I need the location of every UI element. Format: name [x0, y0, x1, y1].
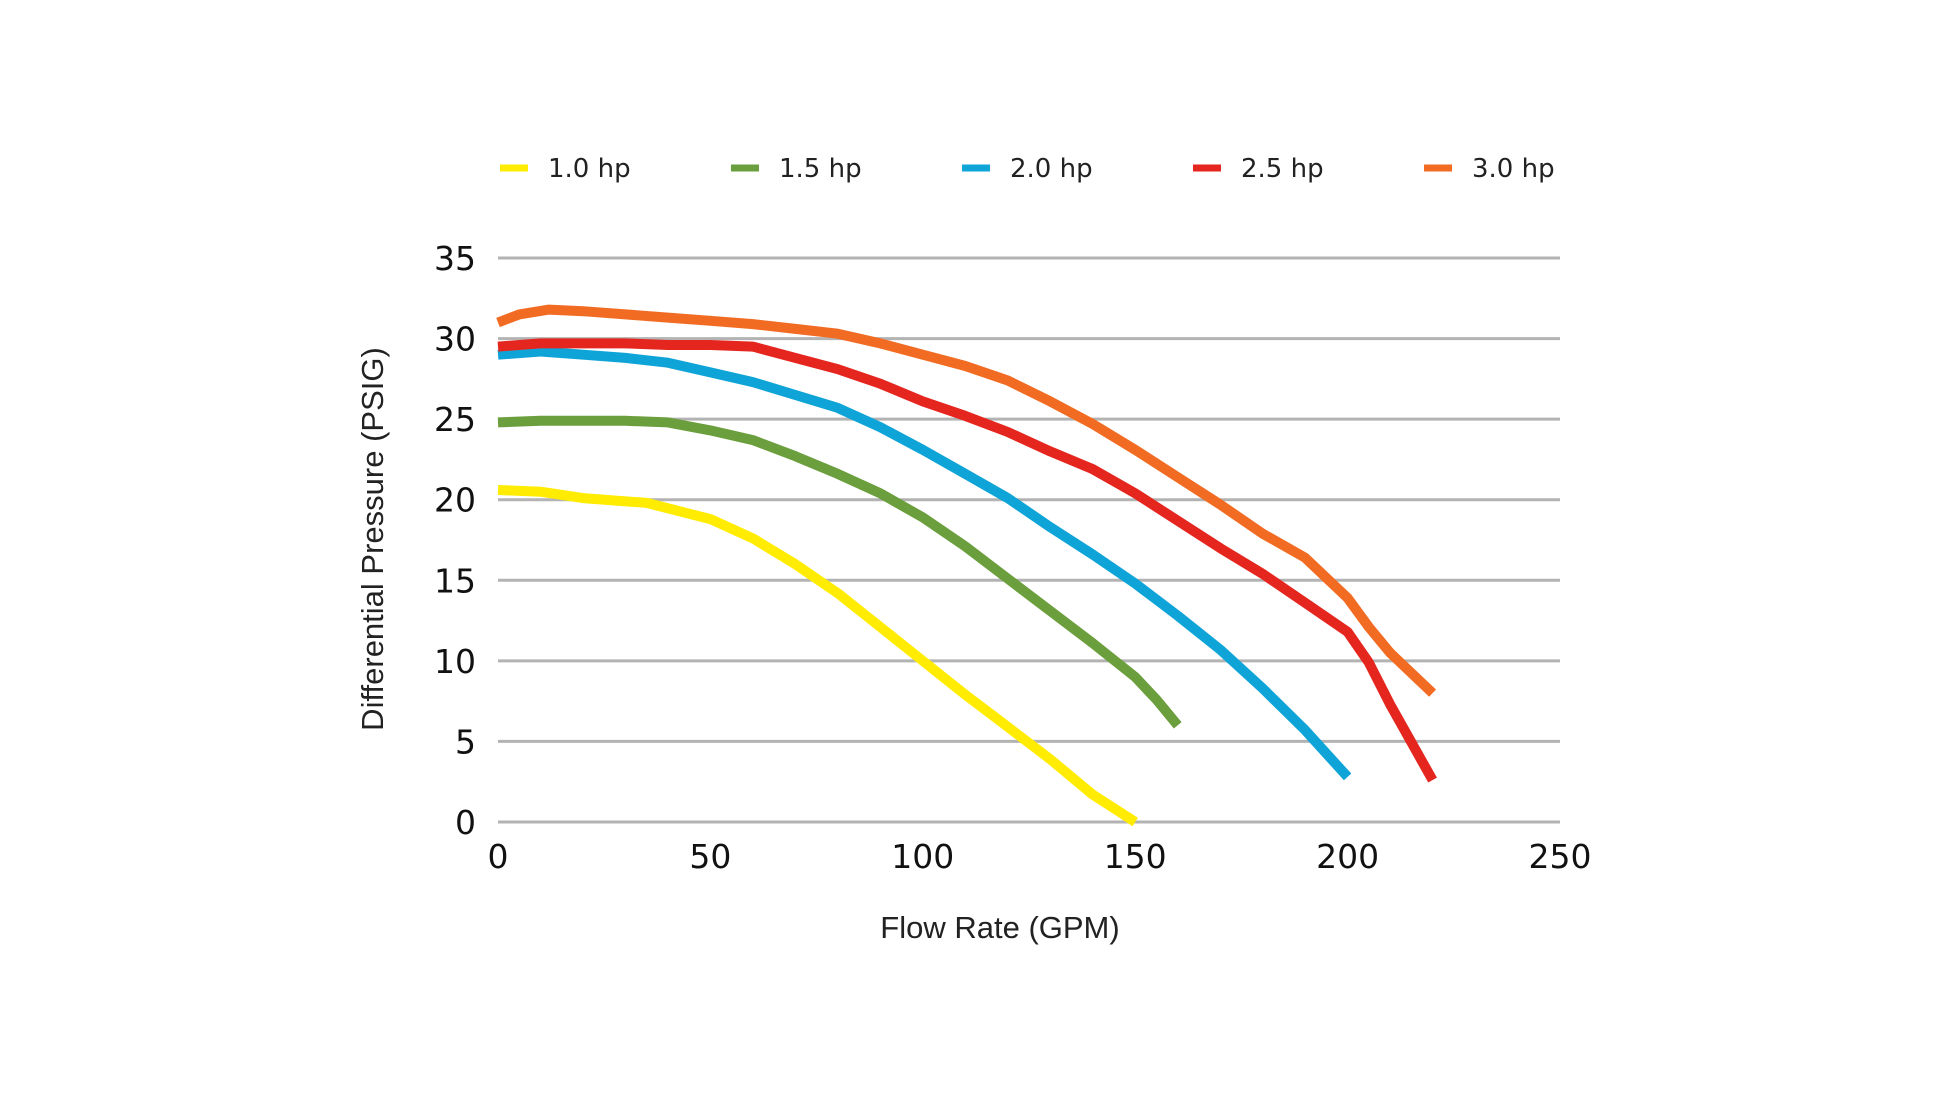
x-tick-label: 0 — [488, 837, 509, 876]
series-line-2-5-hp — [497, 338, 1437, 783]
y-axis-title: Differential Pressure (PSIG) — [355, 347, 390, 731]
x-axis-title: Flow Rate (GPM) — [880, 910, 1119, 945]
x-tick-label: 100 — [891, 837, 954, 876]
legend-label: 1.0 hp — [548, 154, 631, 184]
y-axis-ticks: 0 5 10 15 20 25 30 35 — [434, 239, 476, 842]
series-line-1-5-hp — [497, 415, 1182, 729]
legend: 1.0 hp 1.5 hp 2.0 hp 2.5 hp 3.0 hp — [500, 154, 1555, 184]
y-tick-label: 35 — [434, 239, 476, 278]
x-tick-label: 250 — [1529, 837, 1592, 876]
y-tick-label: 5 — [455, 722, 476, 761]
series-line-2-0-hp — [497, 346, 1352, 781]
y-tick-label: 10 — [434, 642, 476, 681]
legend-label: 3.0 hp — [1472, 154, 1555, 184]
legend-label: 2.0 hp — [1010, 154, 1093, 184]
x-tick-label: 150 — [1104, 837, 1167, 876]
series-lines — [496, 304, 1437, 827]
legend-label: 2.5 hp — [1241, 154, 1324, 184]
y-tick-label: 25 — [434, 400, 476, 439]
series-line-1-0-hp — [497, 485, 1138, 827]
series-line-3-0-hp — [496, 304, 1437, 697]
y-tick-label: 30 — [434, 320, 476, 359]
legend-label: 1.5 hp — [779, 154, 862, 184]
x-axis-ticks: 0 50 100 150 200 250 — [488, 837, 1592, 876]
y-tick-label: 15 — [434, 561, 476, 600]
x-tick-label: 200 — [1316, 837, 1379, 876]
x-tick-label: 50 — [689, 837, 731, 876]
y-tick-label: 0 — [455, 803, 476, 842]
y-tick-label: 20 — [434, 481, 476, 520]
